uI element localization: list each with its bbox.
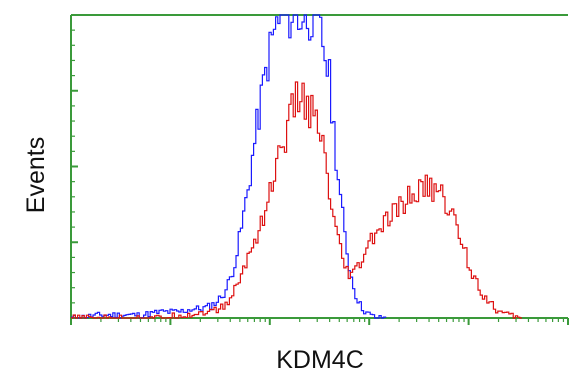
- y-axis-title: Events: [22, 137, 50, 213]
- series-line-2: [71, 81, 522, 319]
- x-axis-title: KDM4C: [276, 346, 364, 374]
- series-line-1: [71, 14, 387, 319]
- axis-ticks: [70, 14, 569, 325]
- plot-frame: [70, 14, 568, 319]
- histogram-series: [71, 14, 522, 319]
